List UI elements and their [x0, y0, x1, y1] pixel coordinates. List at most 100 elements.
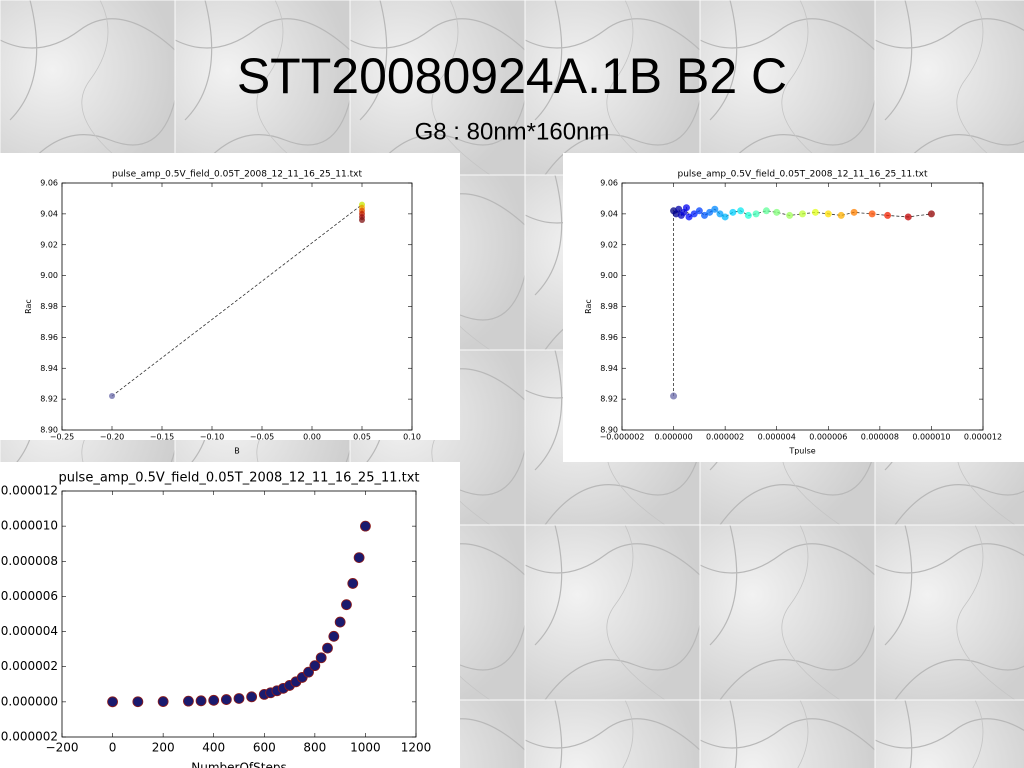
x-tick-label: −0.10 — [200, 433, 225, 442]
data-point — [685, 213, 693, 221]
y-axis-label: Rac — [584, 299, 593, 314]
data-point — [904, 213, 912, 221]
data-point — [220, 694, 232, 705]
data-point — [341, 599, 352, 611]
x-axis-label: B — [234, 446, 240, 455]
x-tick-label: −0.05 — [250, 433, 275, 442]
data-point — [884, 211, 892, 219]
data-point — [322, 642, 333, 654]
x-tick-label: 600 — [253, 740, 276, 754]
chart-title: pulse_amp_0.5V_field_0.05T_2008_12_11_16… — [112, 170, 362, 180]
x-tick-label: 0.000012 — [964, 433, 1002, 442]
x-tick-label: 0.000010 — [912, 433, 950, 442]
y-tick-label: 8.94 — [40, 364, 58, 373]
data-point — [132, 696, 144, 708]
x-tick-label: 0.000002 — [706, 433, 744, 442]
y-tick-label: −0.000002 — [0, 730, 58, 744]
x-axis-label: Tpulse — [788, 446, 815, 455]
y-tick-label: 8.96 — [600, 333, 618, 342]
data-point — [675, 205, 683, 213]
chart-title: pulse_amp_0.5V_field_0.05T_2008_12_11_16… — [678, 170, 928, 180]
data-point — [837, 211, 845, 219]
data-point — [195, 695, 207, 707]
y-tick-label: 0.000002 — [1, 659, 58, 673]
data-point — [721, 213, 729, 221]
y-tick-label: 9.06 — [40, 179, 58, 188]
data-point — [670, 392, 678, 400]
data-point — [706, 208, 714, 216]
data-point — [824, 210, 832, 218]
x-tick-label: 0.10 — [403, 433, 421, 442]
y-tick-label: 8.94 — [600, 364, 618, 373]
x-tick-label: −0.15 — [150, 433, 175, 442]
x-tick-label: 400 — [202, 740, 225, 754]
data-point — [762, 207, 770, 215]
y-tick-label: 0.000000 — [1, 694, 58, 708]
x-tick-label: 0.000000 — [654, 433, 692, 442]
y-tick-label: 0.000004 — [1, 624, 58, 638]
data-point — [927, 210, 935, 218]
data-point — [716, 210, 724, 218]
y-tick-label: 9.04 — [600, 209, 618, 218]
y-tick-label: 0.000006 — [1, 589, 58, 603]
plot-frame — [621, 182, 984, 431]
data-point — [360, 520, 371, 532]
y-tick-label: 8.90 — [600, 426, 618, 435]
y-tick-label: 8.90 — [40, 426, 58, 435]
data-point — [353, 552, 365, 563]
x-tick-label: 0.000008 — [861, 433, 899, 442]
data-point — [109, 393, 115, 400]
data-point — [107, 696, 118, 708]
x-tick-label: 0 — [109, 740, 117, 754]
x-tick-label: 0.000004 — [758, 433, 796, 442]
data-point — [347, 578, 359, 589]
data-point — [690, 210, 698, 218]
y-tick-label: 9.00 — [600, 271, 618, 280]
chart-title: pulse_amp_0.5V_field_0.05T_2008_12_11_16… — [58, 470, 419, 485]
data-point — [334, 616, 346, 628]
data-point — [752, 210, 760, 218]
data-point — [744, 211, 752, 219]
x-tick-label: −0.25 — [50, 433, 75, 442]
x-tick-label: 0.05 — [353, 433, 371, 442]
x-tick-label: −200 — [46, 740, 79, 754]
data-point — [701, 211, 709, 219]
slide-subtitle: G8 : 80nm*160nm — [415, 118, 610, 145]
data-point — [246, 691, 258, 703]
data-point — [799, 210, 806, 218]
data-point — [328, 630, 340, 642]
plot-frame — [61, 182, 413, 431]
data-point — [811, 208, 819, 216]
x-tick-label: 0.000006 — [809, 433, 847, 442]
data-point — [711, 205, 719, 213]
y-tick-label: 9.02 — [40, 240, 58, 249]
data-point — [729, 208, 737, 216]
x-tick-label: 1200 — [401, 740, 432, 754]
data-point — [773, 208, 781, 216]
y-tick-label: 0.000008 — [1, 554, 58, 568]
y-tick-label: 8.96 — [40, 333, 58, 342]
data-point — [183, 695, 194, 707]
x-tick-label: 200 — [152, 740, 175, 754]
data-point — [315, 652, 327, 664]
y-tick-label: 0.000012 — [1, 484, 58, 498]
y-tick-label: 9.04 — [40, 209, 58, 218]
data-point — [309, 660, 321, 672]
x-axis-label: NumberOfSteps — [191, 761, 286, 768]
x-tick-label: 0.00 — [303, 433, 321, 442]
data-point — [682, 204, 690, 212]
y-tick-label: 9.06 — [600, 179, 618, 188]
x-tick-label: 800 — [303, 740, 326, 754]
y-axis-label: Rac — [24, 299, 33, 314]
data-point — [303, 666, 314, 678]
x-tick-label: −0.20 — [100, 433, 125, 442]
y-tick-label: 8.92 — [40, 395, 58, 404]
y-tick-label: 8.98 — [40, 302, 58, 311]
y-tick-label: 9.02 — [600, 240, 618, 249]
y-tick-label: 8.92 — [600, 395, 618, 404]
data-point — [208, 694, 220, 706]
y-tick-label: 8.98 — [600, 302, 618, 311]
slide-title: STT20080924A.1B B2 C — [237, 48, 787, 104]
data-point — [359, 217, 365, 224]
